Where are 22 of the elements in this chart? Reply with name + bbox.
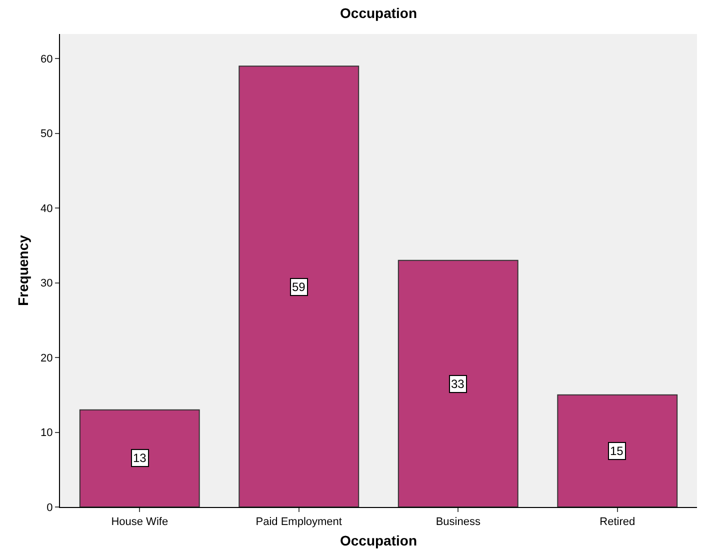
bar <box>398 260 518 507</box>
x-tick-label: House Wife <box>111 516 168 528</box>
y-tick-label: 60 <box>40 54 53 66</box>
y-axis-title: Frequency <box>15 234 32 306</box>
y-tick-label: 50 <box>40 128 53 140</box>
x-tick-label: Business <box>436 516 481 528</box>
data-label: 13 <box>133 451 147 465</box>
bar <box>238 66 360 507</box>
bar <box>79 409 200 507</box>
data-label: 59 <box>292 280 306 294</box>
x-tick-label: Paid Employment <box>256 516 342 528</box>
bar <box>557 394 678 507</box>
y-tick-label: 30 <box>40 278 53 290</box>
y-tick-label: 40 <box>40 202 53 215</box>
x-axis-title: Occupation <box>340 532 418 548</box>
y-tick-label: 0 <box>46 502 53 514</box>
chart-title: Occupation <box>340 5 418 22</box>
x-tick-label: Retired <box>600 516 636 528</box>
data-label: 33 <box>451 377 465 391</box>
y-tick-label: 20 <box>40 352 53 364</box>
y-tick-label: 10 <box>40 427 53 440</box>
data-label: 15 <box>610 444 624 458</box>
